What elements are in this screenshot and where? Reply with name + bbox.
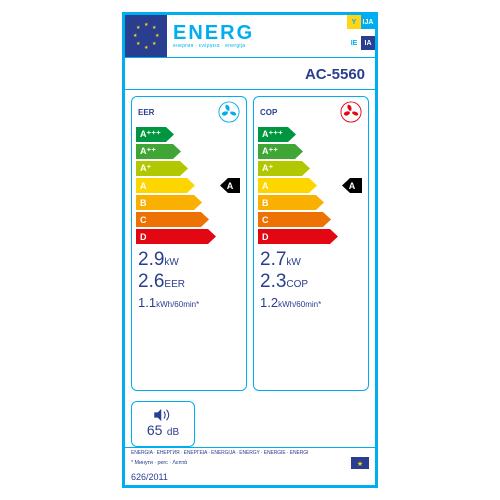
class-arrow: A⁺⁺⁺ xyxy=(136,127,174,142)
heating-mode-label: COP xyxy=(260,108,277,117)
footer: ENERGIA · ЕНЕРГИЯ · ΕΝΕΡΓΕΙΑ · ENERGIJA … xyxy=(125,447,375,471)
sound-box: 65 dB xyxy=(131,401,195,447)
class-arrow: A xyxy=(258,178,317,193)
class-arrow: B xyxy=(136,195,202,210)
class-row: C xyxy=(136,212,242,227)
class-arrow: A⁺⁺ xyxy=(258,144,303,159)
code-ie: IE xyxy=(347,36,361,50)
cooling-values: 2.9kW 2.6EER 1.1kWh/60min* xyxy=(136,244,242,312)
eu-stars: ★★ ★★ ★★ ★★ xyxy=(132,22,160,50)
regulation-number: 626/2011 xyxy=(125,471,375,485)
class-row: AA xyxy=(136,178,242,193)
class-row: AA xyxy=(258,178,364,193)
energy-title: ENERG xyxy=(173,23,347,43)
cooling-panel: EER A⁺⁺⁺A⁺⁺A⁺AABCD 2.9kW 2.6EER 1.1kWh/6… xyxy=(131,96,247,391)
eu-flag-small-icon: ★ xyxy=(351,457,369,469)
cooling-kw-unit: kW xyxy=(164,257,178,268)
class-row: A⁺⁺⁺ xyxy=(258,127,364,142)
model-number: AC-5560 xyxy=(125,58,375,90)
energy-label: ★★ ★★ ★★ ★★ ENERG енергия · ενέργεια · e… xyxy=(122,12,378,488)
panels: EER A⁺⁺⁺A⁺⁺A⁺AABCD 2.9kW 2.6EER 1.1kWh/6… xyxy=(125,90,375,397)
class-arrow: A⁺⁺⁺ xyxy=(258,127,296,142)
heating-panel: COP A⁺⁺⁺A⁺⁺A⁺AABCD 2.7kW 2.3COP 1.2kWh/6… xyxy=(253,96,369,391)
class-row: B xyxy=(258,195,364,210)
class-arrow: B xyxy=(258,195,324,210)
title-block: ENERG енергия · ενέργεια · energija xyxy=(167,15,347,57)
sound-unit: dB xyxy=(167,427,179,438)
svg-text:★: ★ xyxy=(357,460,363,468)
eu-flag: ★★ ★★ ★★ ★★ xyxy=(125,15,167,57)
class-arrow: A⁺⁺ xyxy=(136,144,181,159)
class-marker: A xyxy=(342,178,362,193)
code-y: Y xyxy=(347,15,361,29)
heating-classes: A⁺⁺⁺A⁺⁺A⁺AABCD xyxy=(258,127,364,244)
class-arrow: A xyxy=(136,178,195,193)
class-row: D xyxy=(258,229,364,244)
class-arrow: D xyxy=(258,229,338,244)
fan-heat-icon xyxy=(340,101,362,123)
class-arrow: D xyxy=(136,229,216,244)
footer-note: * Минути · perc · Λεπτά xyxy=(131,460,187,466)
class-row: A⁺⁺ xyxy=(136,144,242,159)
heating-kw: 2.7 xyxy=(260,249,286,270)
sound-icon xyxy=(152,408,174,422)
class-marker: A xyxy=(220,178,240,193)
heating-cop: 2.3 xyxy=(260,271,286,292)
heating-kw-unit: kW xyxy=(286,257,300,268)
fan-cool-icon xyxy=(218,101,240,123)
class-row: B xyxy=(136,195,242,210)
code-ia: IA xyxy=(361,36,375,50)
cooling-energy-unit: kWh/60min* xyxy=(156,300,199,309)
class-row: A⁺⁺⁺ xyxy=(136,127,242,142)
class-row: A⁺ xyxy=(258,161,364,176)
class-row: A⁺⁺ xyxy=(258,144,364,159)
suffix-codes: Y IJA IE IA xyxy=(347,15,375,57)
header: ★★ ★★ ★★ ★★ ENERG енергия · ενέργεια · e… xyxy=(125,15,375,58)
cooling-kw: 2.9 xyxy=(138,249,164,270)
class-arrow: C xyxy=(258,212,331,227)
cooling-eer: 2.6 xyxy=(138,271,164,292)
class-row: A⁺ xyxy=(136,161,242,176)
energy-subtitle: енергия · ενέργεια · energija xyxy=(173,43,347,49)
footer-multilang: ENERGIA · ЕНЕРГИЯ · ΕΝΕΡΓΕΙΑ · ENERGIJA … xyxy=(131,450,369,456)
heating-energy-unit: kWh/60min* xyxy=(278,300,321,309)
class-row: D xyxy=(136,229,242,244)
heating-cop-unit: COP xyxy=(286,279,308,290)
cooling-mode-label: EER xyxy=(138,108,154,117)
class-row: C xyxy=(258,212,364,227)
class-arrow: C xyxy=(136,212,209,227)
heating-energy: 1.2 xyxy=(260,295,278,310)
cooling-energy: 1.1 xyxy=(138,295,156,310)
cooling-eer-unit: EER xyxy=(164,279,185,290)
sound-value: 65 xyxy=(147,422,163,438)
cooling-classes: A⁺⁺⁺A⁺⁺A⁺AABCD xyxy=(136,127,242,244)
heating-values: 2.7kW 2.3COP 1.2kWh/60min* xyxy=(258,244,364,312)
code-ija: IJA xyxy=(361,15,375,29)
class-arrow: A⁺ xyxy=(258,161,310,176)
class-arrow: A⁺ xyxy=(136,161,188,176)
sound-row: 65 dB xyxy=(125,397,375,447)
